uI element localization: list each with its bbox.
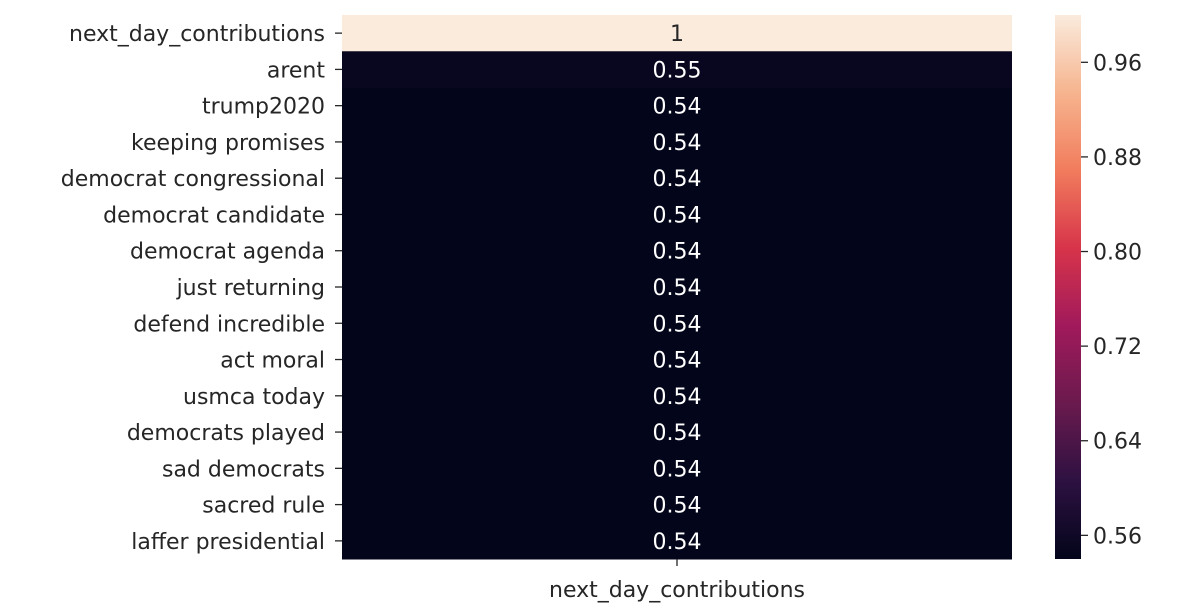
cell-value-label: 0.54 bbox=[653, 530, 702, 555]
cell-value-label: 0.54 bbox=[653, 203, 702, 228]
heatmap-cell bbox=[342, 15, 1012, 52]
heatmap-cells bbox=[342, 15, 1012, 560]
y-tick-label: sad democrats bbox=[162, 457, 325, 482]
heatmap-cell bbox=[342, 87, 1012, 125]
heatmap-cell bbox=[342, 160, 1012, 197]
y-tick-label: next_day_contributions bbox=[69, 22, 325, 47]
colorbar-tick-label: 0.64 bbox=[1093, 430, 1142, 455]
cell-value-label: 0.55 bbox=[653, 58, 702, 83]
y-tick-label: trump2020 bbox=[202, 95, 325, 120]
y-tick-label: just returning bbox=[176, 276, 325, 301]
colorbar-tick-label: 0.72 bbox=[1093, 335, 1142, 360]
y-tick-label: act moral bbox=[220, 349, 325, 374]
x-tick-label: next_day_contributions bbox=[549, 578, 805, 603]
heatmap-cell bbox=[342, 305, 1012, 342]
heatmap-cell bbox=[342, 123, 1012, 161]
heatmap-cell bbox=[342, 51, 1012, 89]
heatmap-cell bbox=[342, 486, 1012, 524]
colorbar-tick-label: 0.88 bbox=[1093, 146, 1142, 171]
heatmap-cell bbox=[342, 522, 1012, 560]
y-tick-label: defend incredible bbox=[133, 312, 325, 337]
cell-value-label: 0.54 bbox=[653, 457, 702, 482]
x-axis: next_day_contributions bbox=[549, 559, 805, 603]
heatmap-cell bbox=[342, 268, 1012, 306]
cell-value-label: 0.54 bbox=[653, 312, 702, 337]
y-tick-label: laffer presidential bbox=[131, 530, 325, 555]
y-tick-label: democrat agenda bbox=[130, 240, 325, 265]
heatmap-cell-labels: 1 0.55 0.54 0.54 0.54 0.54 0.54 0.54 0.54 0.54 0.5… bbox=[653, 22, 702, 555]
heatmap-cell bbox=[342, 232, 1012, 270]
cell-value-label: 0.54 bbox=[653, 349, 702, 374]
cell-value-label: 0.54 bbox=[653, 494, 702, 519]
y-tick-label: democrats played bbox=[127, 421, 325, 446]
cell-value-label: 0.54 bbox=[653, 276, 702, 301]
y-tick-label: keeping promises bbox=[131, 131, 325, 156]
y-tick-label: arent bbox=[267, 58, 326, 83]
cell-value-label: 0.54 bbox=[653, 167, 702, 192]
y-tick-label: sacred rule bbox=[202, 494, 325, 519]
colorbar-tick-label: 0.56 bbox=[1093, 524, 1142, 549]
colorbar: 0.96 0.88 0.80 0.72 0.64 0.56 bbox=[1055, 15, 1142, 559]
cell-value-label: 0.54 bbox=[653, 95, 702, 120]
heatmap-cell bbox=[342, 377, 1012, 415]
y-tick-label: usmca today bbox=[183, 385, 325, 410]
colorbar-tick-label: 0.96 bbox=[1093, 51, 1142, 76]
cell-value-label: 0.54 bbox=[653, 240, 702, 265]
heatmap-cell bbox=[342, 450, 1012, 487]
heatmap-cell bbox=[342, 341, 1012, 379]
cell-value-label: 1 bbox=[670, 22, 684, 47]
heatmap-cell bbox=[342, 413, 1012, 451]
colorbar-ticks: 0.96 0.88 0.80 0.72 0.64 0.56 bbox=[1081, 51, 1142, 549]
colorbar-tick-label: 0.80 bbox=[1093, 241, 1142, 266]
colorbar-gradient bbox=[1055, 15, 1081, 559]
heatmap-cell bbox=[342, 196, 1012, 234]
y-tick-label: democrat congressional bbox=[61, 167, 325, 192]
cell-value-label: 0.54 bbox=[653, 385, 702, 410]
cell-value-label: 0.54 bbox=[653, 131, 702, 156]
y-tick-label: democrat candidate bbox=[103, 203, 325, 228]
cell-value-label: 0.54 bbox=[653, 421, 702, 446]
